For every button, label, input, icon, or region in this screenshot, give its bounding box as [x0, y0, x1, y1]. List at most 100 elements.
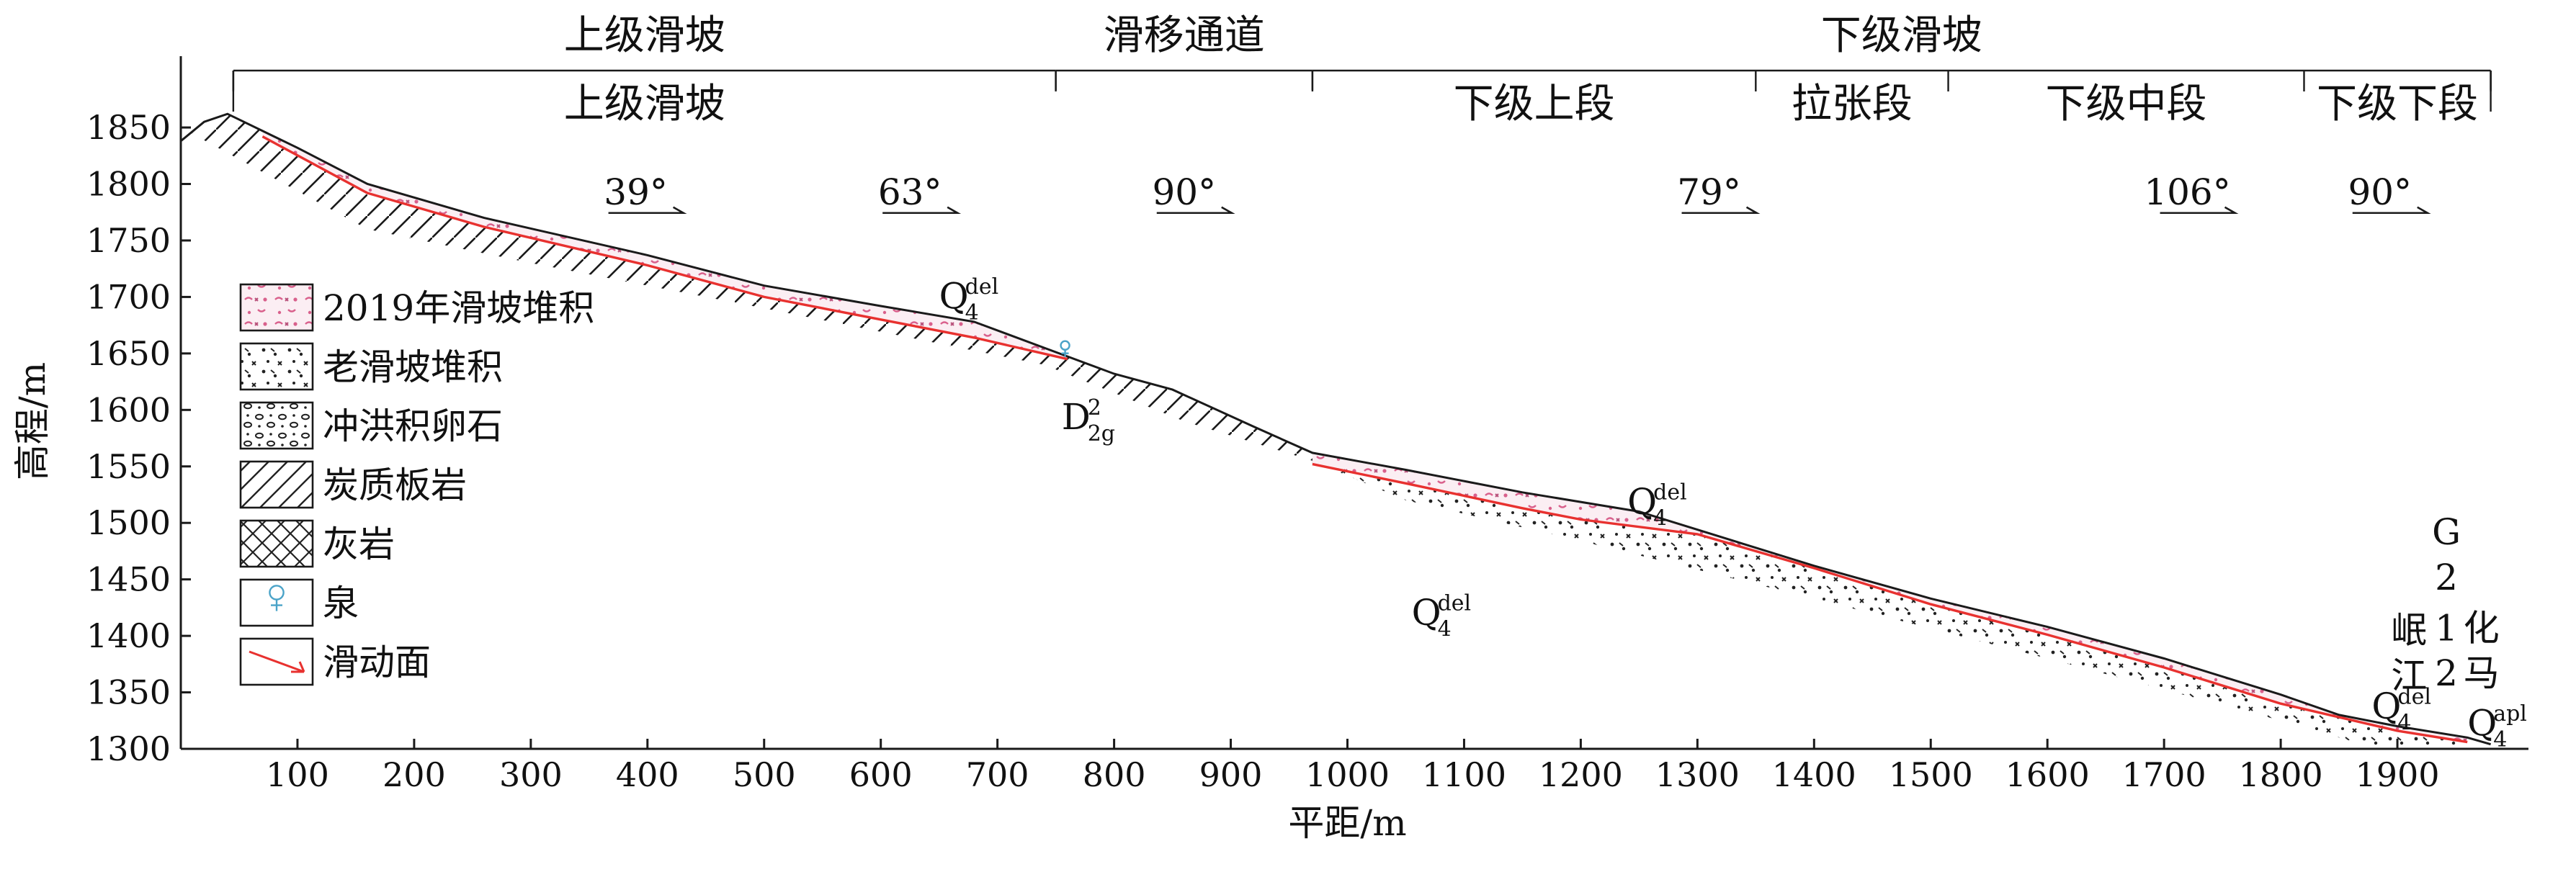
x-tick-label: 400	[616, 755, 679, 794]
stratum-subscript: 4	[2493, 727, 2507, 752]
deposit-2019-upper	[262, 130, 1068, 359]
stratum-symbol: D	[1062, 396, 1091, 438]
x-tick-label: 1700	[2122, 755, 2206, 794]
legend-label: 滑动面	[323, 642, 431, 683]
legend-label: 冲洪积卵石	[323, 405, 503, 447]
road-river-label: 化	[2464, 607, 2500, 649]
y-axis-ticks: 1300 1350 1400 1450 1500 1550 1600 1650 1700 1750…	[86, 108, 191, 768]
legend-swatch	[239, 342, 314, 391]
x-tick-label: 800	[1083, 755, 1146, 794]
x-tick-label: 500	[733, 755, 796, 794]
legend-label: 2019年滑坡堆积	[323, 287, 594, 329]
spring-icon	[1060, 340, 1070, 357]
slip-surface-upper	[261, 135, 1068, 361]
profile-layers	[180, 112, 2492, 749]
stratum-subscript: 4	[1653, 506, 1667, 531]
legend-item: 灰岩	[239, 519, 395, 568]
zone-sub-label: 下级上段	[1454, 81, 1615, 127]
road-river-label: 2	[2435, 652, 2458, 694]
legend-swatch	[239, 401, 314, 450]
zone-top-label: 滑移通道	[1104, 12, 1265, 59]
legend-item: 泉	[239, 578, 359, 627]
x-tick-label: 1000	[1305, 755, 1390, 794]
angle-label: 106°	[2144, 171, 2230, 213]
y-tick-label: 1550	[86, 447, 171, 486]
zone-sub-label: 上级滑坡	[564, 81, 725, 127]
y-tick-label: 1400	[86, 616, 171, 655]
spring-icon	[269, 585, 285, 611]
x-tick-label: 300	[499, 755, 563, 794]
road-river-label: 马	[2464, 652, 2500, 694]
x-tick-label: 900	[1199, 755, 1263, 794]
x-tick-label: 1300	[1655, 755, 1740, 794]
y-tick-label: 1500	[86, 503, 171, 542]
zone-top-label: 上级滑坡	[564, 12, 725, 59]
legend-swatch	[239, 519, 314, 568]
stratum-subscript: 2g	[1088, 421, 1115, 446]
x-tick-label: 700	[966, 755, 1029, 794]
legend-item: 炭质板岩	[239, 460, 467, 509]
x-tick-label: 1800	[2239, 755, 2323, 794]
axes: 100 200 300 400 500 600 700 800 900 1000 1100 1200 1…	[12, 56, 2528, 844]
old-landslide-deposit	[1312, 460, 2468, 749]
y-tick-label: 1600	[86, 390, 171, 429]
x-tick-label: 200	[383, 755, 446, 794]
legend-item: 老滑坡堆积	[239, 342, 503, 391]
ground-surface-line	[180, 112, 2492, 746]
zone-sub-label: 下级下段	[2317, 81, 2478, 127]
y-tick-label: 1850	[86, 108, 171, 147]
angle-label: 79°	[1677, 171, 1741, 213]
angle-arrow-icon	[2352, 206, 2431, 215]
legend-item: 2019年滑坡堆积	[239, 283, 594, 332]
y-tick-label: 1700	[86, 277, 171, 316]
angle-arrow-icon	[1156, 206, 1235, 215]
stratum-superscript: del	[965, 274, 999, 300]
x-tick-label: 1400	[1772, 755, 1856, 794]
stratum-symbol: Q	[1627, 481, 1657, 523]
stratum-subscript: 4	[1438, 616, 1452, 642]
legend-label: 老滑坡堆积	[323, 346, 503, 388]
slope-direction-angles: 39° 63° 90° 79° 106° 90°	[604, 171, 2431, 215]
y-axis-title: 高程/m	[12, 362, 53, 480]
x-tick-label: 600	[849, 755, 913, 794]
x-axis-ticks: 100 200 300 400 500 600 700 800 900 1000 1100 1200 1…	[266, 739, 2440, 794]
x-tick-label: 1100	[1422, 755, 1506, 794]
legend-label: 炭质板岩	[323, 464, 467, 506]
y-tick-label: 1650	[86, 334, 171, 373]
legend-label: 灰岩	[323, 523, 395, 565]
slip-arrow-icon	[249, 650, 305, 673]
angle-label: 90°	[1152, 171, 1216, 213]
legend-swatch	[239, 460, 314, 509]
zone-top-label: 下级滑坡	[1821, 12, 1982, 59]
y-tick-label: 1300	[86, 729, 171, 768]
angle-arrow-icon	[2160, 206, 2239, 215]
y-tick-label: 1350	[86, 673, 171, 712]
road-river-label: 岷	[2391, 610, 2427, 652]
stratum-subscript: 4	[2397, 711, 2411, 736]
stratum-symbol: Q	[1412, 591, 1441, 633]
deposit-2019-lower	[1312, 452, 2468, 742]
angle-label: 39°	[604, 171, 668, 213]
stratum-superscript: del	[2397, 685, 2431, 710]
x-tick-label: 1500	[1889, 755, 1973, 794]
angle-arrow-icon	[608, 206, 687, 215]
road-river-label: 1	[2435, 607, 2458, 649]
stratum-subscript: 4	[965, 300, 979, 325]
stratum-superscript: del	[1653, 480, 1687, 505]
x-tick-label: 1600	[2005, 755, 2090, 794]
road-river-label: 2	[2435, 557, 2458, 598]
legend-item: 冲洪积卵石	[239, 401, 503, 450]
y-tick-label: 1750	[86, 221, 171, 260]
stratum-superscript: 2	[1088, 395, 1101, 420]
zone-sub-label: 拉张段	[1792, 81, 1913, 127]
x-tick-label: 1900	[2356, 755, 2440, 794]
zone-sub-label: 下级中段	[2046, 81, 2207, 127]
